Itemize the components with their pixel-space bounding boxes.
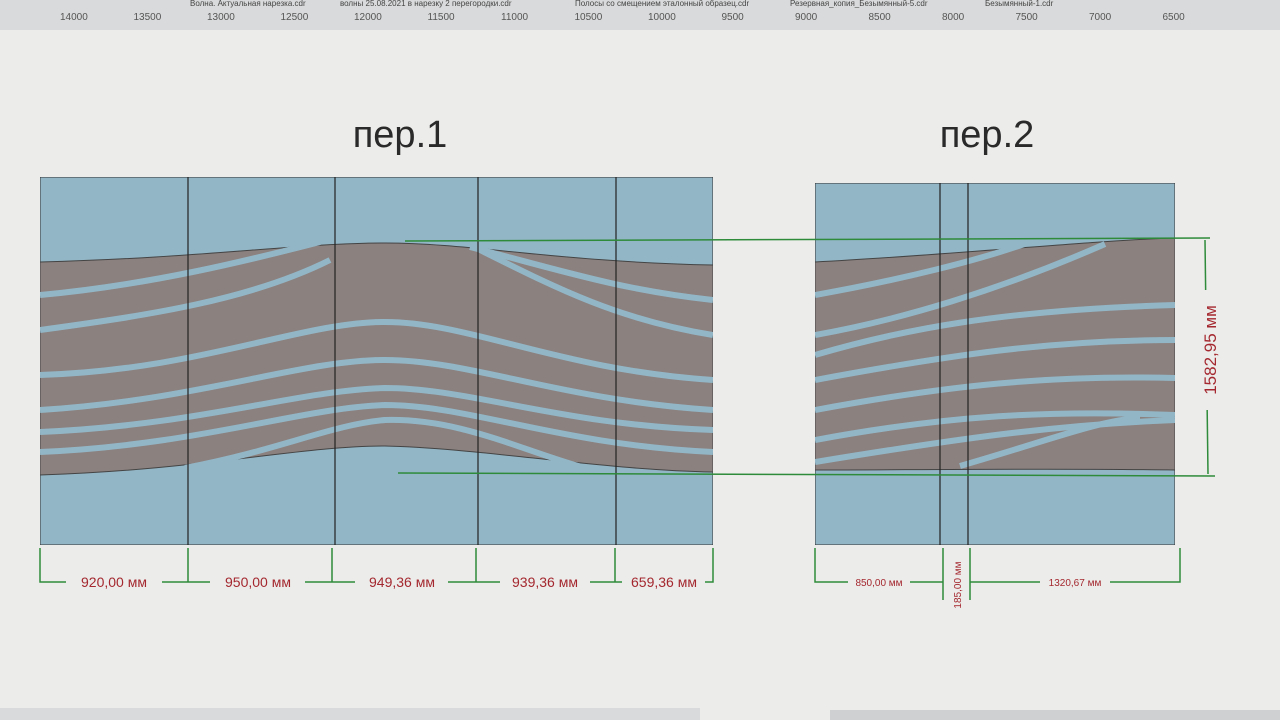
- ruler-label: 11500: [428, 12, 456, 23]
- tabs: Волна. Актуальная нарезка.cdr волны 25.08…: [190, 0, 1054, 8]
- panel-title: пер.2: [940, 114, 1035, 156]
- ruler-labels: 14000 13500 13000 12500 12000 11500 11000 10500…: [60, 12, 1185, 23]
- ruler-label: 14000: [60, 12, 88, 23]
- tab-label: Резервная_копия_Безымянный-5.cdr: [790, 0, 928, 8]
- ruler-label: 12500: [281, 12, 309, 23]
- panel-title: пер.1: [353, 114, 448, 156]
- ruler-label: 8500: [869, 12, 892, 23]
- ruler-label: 10000: [648, 12, 676, 23]
- ruler-label: 10500: [575, 12, 603, 23]
- tab-label: Безымянный-1.cdr: [985, 0, 1054, 8]
- dimension: 939,36 мм: [512, 574, 578, 590]
- tab-label: Волна. Актуальная нарезка.cdr: [190, 0, 306, 8]
- status-bar: [0, 708, 700, 720]
- dimension: 949,36 мм: [369, 574, 435, 590]
- panel-2: [815, 183, 1175, 545]
- dimension: 185,00 мм: [953, 561, 964, 608]
- tab-label: волны 25.08.2021 в нарезку 2 перегородки…: [340, 0, 512, 8]
- panel-1: [40, 177, 713, 545]
- ruler-label: 12000: [354, 12, 382, 23]
- dimension: 1320,67 мм: [1049, 578, 1102, 589]
- ruler-label: 9500: [722, 12, 745, 23]
- ruler-label: 13500: [134, 12, 162, 23]
- dimension: 850,00 мм: [855, 578, 902, 589]
- dimension: 950,00 мм: [225, 574, 291, 590]
- ruler-label: 7000: [1089, 12, 1112, 23]
- tab-label: Полосы со смещением эталонный образец.cd…: [575, 0, 749, 8]
- dimension: 659,36 мм: [631, 574, 697, 590]
- dimension: 920,00 мм: [81, 574, 147, 590]
- status-bar: [830, 710, 1280, 720]
- ruler-label: 13000: [207, 12, 235, 23]
- ruler-label: 7500: [1016, 12, 1039, 23]
- ruler-label: 11000: [501, 12, 529, 23]
- height-dimension: 1582,95 мм: [1201, 305, 1220, 395]
- ruler-bar: [0, 0, 1280, 30]
- ruler-label: 6500: [1163, 12, 1186, 23]
- ruler-label: 9000: [795, 12, 818, 23]
- ruler-label: 8000: [942, 12, 965, 23]
- label-bg: [1198, 290, 1220, 410]
